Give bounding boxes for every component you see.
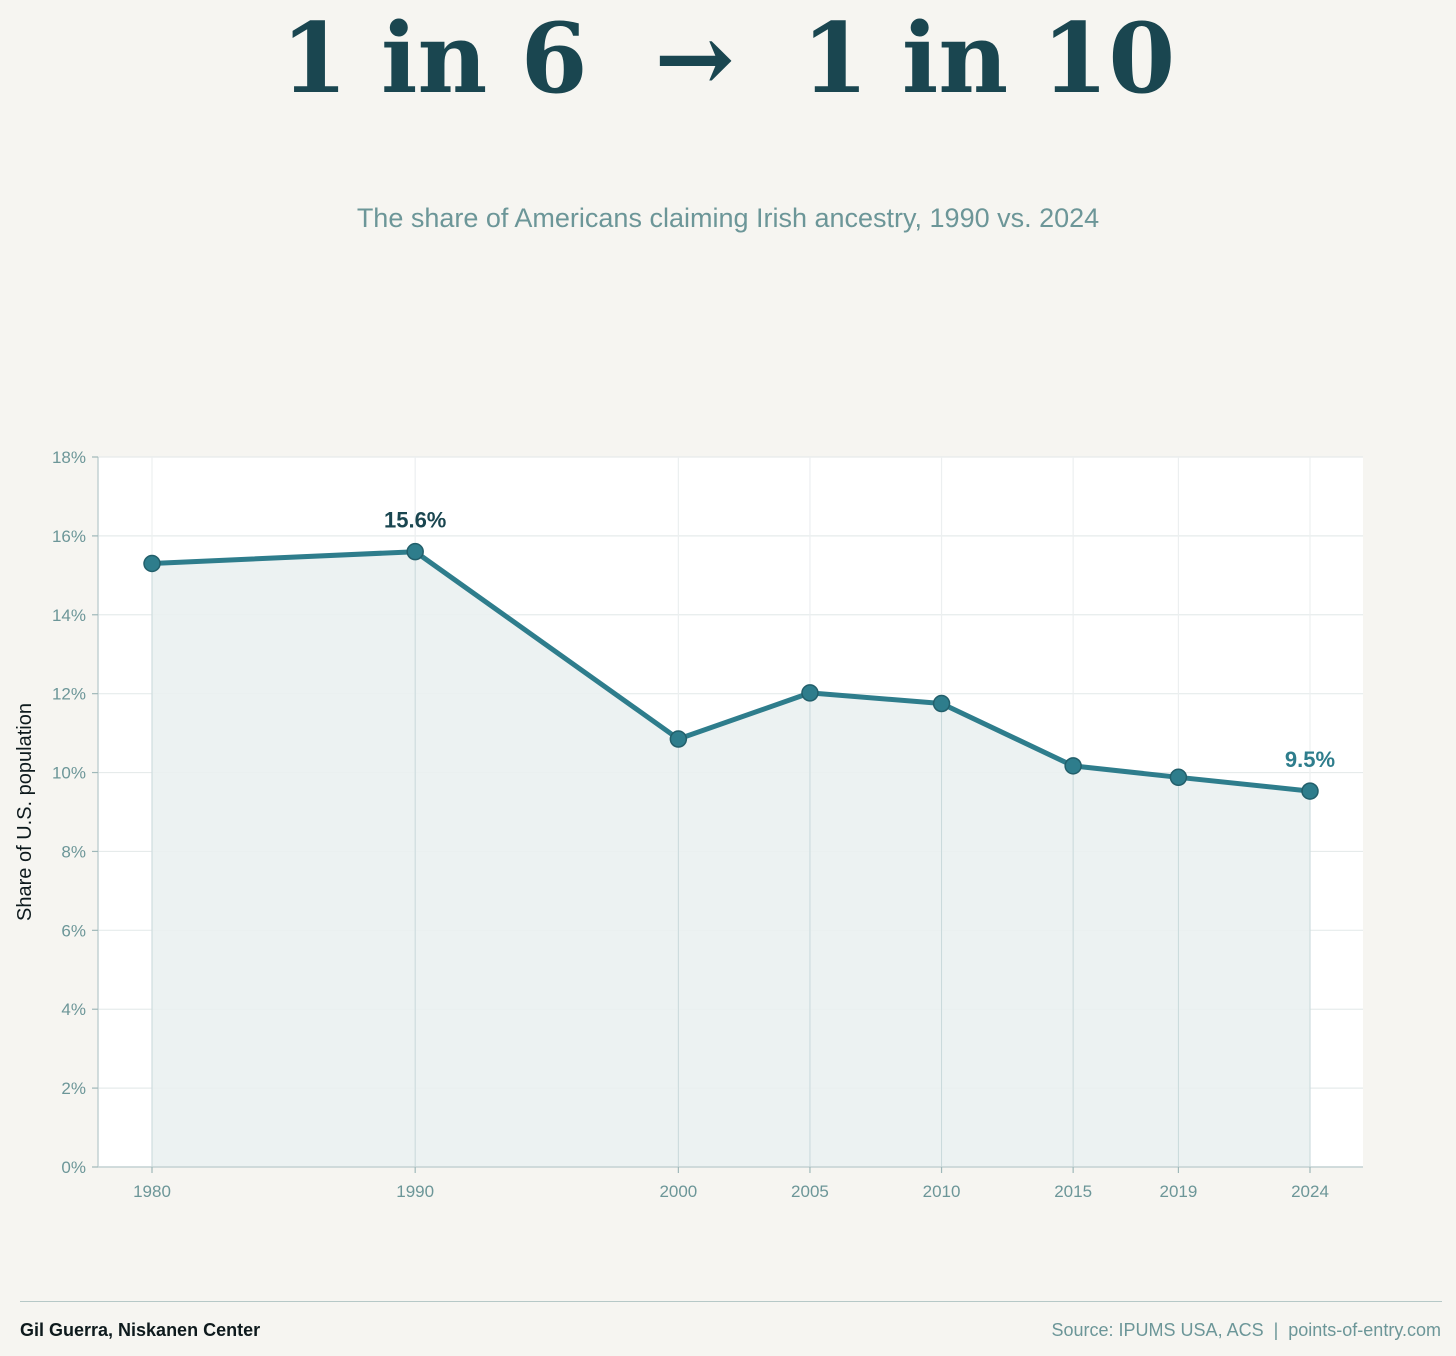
y-tick-label: 2% (61, 1079, 86, 1098)
data-point (406, 542, 424, 561)
y-tick-labels: 0% 2% 4% 6% 8% 10% 12% 14% 16% 18% (52, 448, 86, 1177)
data-point (932, 694, 951, 713)
chart-subtitle: The share of Americans claiming Irish an… (356, 203, 1100, 233)
y-tick-label: 12% (52, 685, 86, 704)
y-tick-label: 18% (52, 448, 86, 467)
annotations: 15.6% 9.5% (384, 508, 1335, 772)
x-tick-label: 2015 (1054, 1182, 1092, 1201)
headline: 1 in 6 → 1 in 10 (280, 2, 1176, 115)
y-tick-label: 16% (52, 527, 86, 546)
data-point (1169, 768, 1188, 787)
line-chart: 0% 2% 4% 6% 8% 10% 12% 14% 16% 18% 1980 1990 2000 20… (14, 448, 1363, 1201)
x-tick-label: 2019 (1159, 1182, 1197, 1201)
data-point (1301, 782, 1319, 800)
data-points (143, 542, 1319, 800)
data-point (143, 554, 161, 573)
x-tick-label: 2010 (923, 1182, 961, 1201)
data-label: 9.5% (1285, 747, 1335, 772)
x-tick-label: 1980 (133, 1182, 171, 1201)
y-tick-label: 14% (52, 606, 86, 625)
x-tick-label: 2005 (791, 1182, 829, 1201)
y-tick-label: 0% (61, 1158, 86, 1177)
data-point (1064, 757, 1082, 775)
y-tick-label: 6% (61, 921, 86, 940)
area-fill (152, 551, 1310, 1167)
y-axis-label: Share of U.S. population (14, 703, 36, 921)
footer-divider (20, 1301, 1442, 1302)
axes (92, 456, 1363, 1173)
series-line (149, 549, 1313, 794)
source-credit: Source: IPUMS USA, ACS | points-of-entry… (1051, 1320, 1441, 1340)
data-point (801, 684, 819, 702)
author-credit: Gil Guerra, Niskanen Center (20, 1320, 261, 1340)
x-tick-labels: 1980 1990 2000 2005 2010 2015 2019 2024 (133, 1182, 1329, 1201)
x-tick-label: 2024 (1291, 1182, 1329, 1201)
x-tick-label: 2000 (659, 1182, 697, 1201)
x-tick-label: 1990 (396, 1182, 434, 1201)
data-label: 15.6% (384, 508, 446, 533)
data-point (669, 730, 688, 748)
y-tick-label: 4% (61, 1000, 86, 1019)
point-drop-lines (151, 551, 1311, 1167)
y-tick-label: 8% (61, 842, 86, 861)
y-tick-label: 10% (52, 764, 86, 783)
